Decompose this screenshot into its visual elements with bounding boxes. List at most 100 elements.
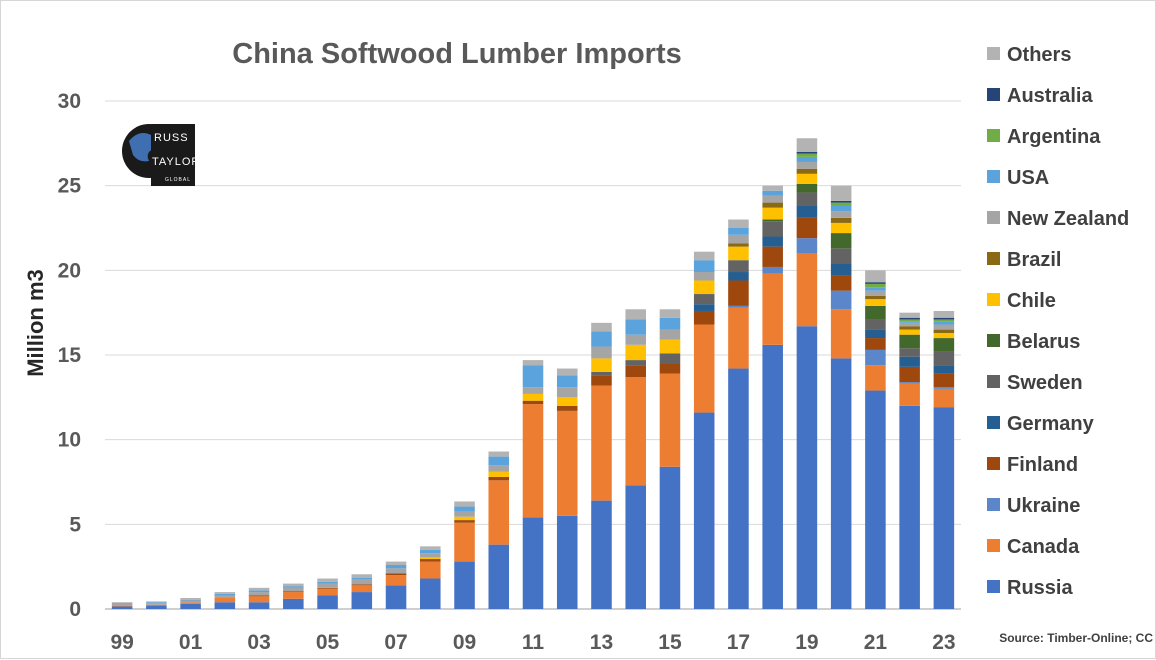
bar-russia-2014: [625, 485, 646, 609]
bar-stack-2003: [248, 587, 270, 609]
bar-stack-2018: [762, 185, 783, 609]
legend-swatch: [987, 498, 1000, 511]
bar-stack-2019: [796, 138, 818, 609]
bar-others-2015: [659, 309, 681, 318]
bar-usa-2008: [420, 549, 441, 554]
bar-stack-2002: [214, 592, 236, 609]
bar-chile-2011: [522, 393, 544, 401]
bar-canada-2012: [556, 410, 578, 516]
bar-stack-2009: [454, 501, 475, 609]
bar-new-zealand-2006: [351, 579, 373, 585]
bar-others-2022: [899, 312, 920, 318]
bar-canada-2006: [351, 585, 373, 593]
legend-swatch: [987, 88, 1000, 101]
x-tick-label: 21: [864, 631, 888, 654]
bar-others-2020: [830, 185, 852, 201]
bar-usa-2014: [625, 319, 646, 335]
legend-swatch: [987, 375, 1000, 388]
bar-usa-2000: [146, 602, 167, 604]
bar-others-2005: [317, 578, 338, 582]
bar-chile-2012: [556, 397, 578, 406]
legend-swatch: [987, 539, 1000, 552]
legend-swatch: [987, 252, 1000, 265]
bar-new-zealand-2015: [659, 329, 681, 340]
bar-usa-2005: [317, 581, 338, 584]
bar-others-2000: [146, 601, 167, 603]
bar-finland-2022: [899, 366, 920, 383]
bar-finland-2010: [488, 476, 510, 481]
bar-russia-2015: [659, 466, 681, 609]
bar-usa-2012: [556, 375, 578, 388]
legend-label: Australia: [1007, 85, 1093, 107]
bar-russia-1999: [111, 606, 133, 609]
bar-others-2010: [488, 451, 510, 457]
bar-australia-2022: [899, 317, 920, 320]
x-tick-label: 09: [453, 631, 476, 654]
bar-canada-2017: [728, 307, 749, 369]
bar-usa-2001: [180, 599, 201, 601]
bar-chile-2023: [933, 332, 955, 339]
legend-item-others: Others: [987, 44, 1071, 66]
y-tick-label: 15: [58, 344, 82, 367]
bar-germany-2016: [693, 304, 715, 311]
bar-canada-2005: [317, 588, 338, 596]
chart-title: China Softwood Lumber Imports: [232, 38, 682, 70]
bar-finland-2005: [317, 587, 338, 589]
bar-argentina-2023: [933, 319, 955, 322]
legend-label: Argentina: [1007, 126, 1101, 148]
y-tick-label: 30: [58, 90, 81, 113]
bar-russia-2000: [146, 605, 167, 609]
bar-usa-2023: [933, 321, 955, 325]
legend-item-russia: Russia: [987, 577, 1073, 599]
bar-canada-2009: [454, 522, 475, 562]
bar-belarus-2019: [796, 183, 818, 193]
bar-others-2002: [214, 592, 236, 594]
bar-sweden-2019: [796, 192, 818, 206]
bar-canada-2004: [283, 592, 304, 599]
bar-canada-2001: [180, 602, 201, 604]
bar-argentina-2020: [830, 202, 852, 206]
legend-swatch: [987, 47, 1000, 60]
bar-stack-2016: [693, 251, 715, 609]
bar-new-zealand-2014: [625, 334, 646, 345]
bar-ukraine-2023: [933, 387, 955, 389]
legend-item-chile: Chile: [987, 290, 1056, 312]
bar-finland-2008: [420, 559, 441, 562]
bar-stack-2012: [556, 368, 578, 609]
bar-belarus-2022: [899, 334, 920, 349]
bar-stack-2005: [317, 578, 338, 609]
bar-sweden-2015: [659, 353, 681, 364]
bar-russia-2004: [283, 598, 304, 609]
bar-stack-1999: [111, 602, 133, 609]
bar-new-zealand-2018: [762, 195, 783, 203]
legend-label: Others: [1007, 44, 1071, 66]
bar-finland-2018: [762, 246, 783, 267]
bar-russia-2002: [214, 602, 236, 609]
bar-germany-2023: [933, 365, 955, 374]
bar-new-zealand-2020: [830, 211, 852, 218]
bar-finland-2019: [796, 217, 818, 239]
bar-new-zealand-2012: [556, 387, 578, 398]
legend-swatch: [987, 416, 1000, 429]
x-tick-label: 03: [247, 631, 270, 654]
bar-new-zealand-2003: [248, 592, 270, 596]
bar-stack-2010: [488, 451, 510, 609]
bar-finland-2021: [865, 338, 886, 350]
bar-others-2004: [283, 583, 304, 587]
bar-new-zealand-2005: [317, 583, 338, 588]
bar-new-zealand-2016: [693, 272, 715, 281]
legend-item-sweden: Sweden: [987, 372, 1083, 394]
bar-russia-2020: [830, 358, 852, 609]
bar-stack-2013: [591, 322, 612, 609]
bar-sweden-2013: [591, 371, 612, 376]
bar-stack-2014: [625, 309, 646, 609]
bar-chile-2021: [865, 299, 886, 306]
logo-line2: TAYLOR: [152, 156, 200, 168]
bar-stack-2023: [933, 310, 955, 609]
bar-belarus-2018: [762, 219, 783, 222]
bar-canada-2003: [248, 596, 270, 603]
y-tick-label: 10: [58, 429, 81, 452]
bar-russia-2007: [385, 585, 407, 609]
legend-item-argentina: Argentina: [987, 126, 1101, 148]
bar-sweden-2014: [625, 360, 646, 366]
